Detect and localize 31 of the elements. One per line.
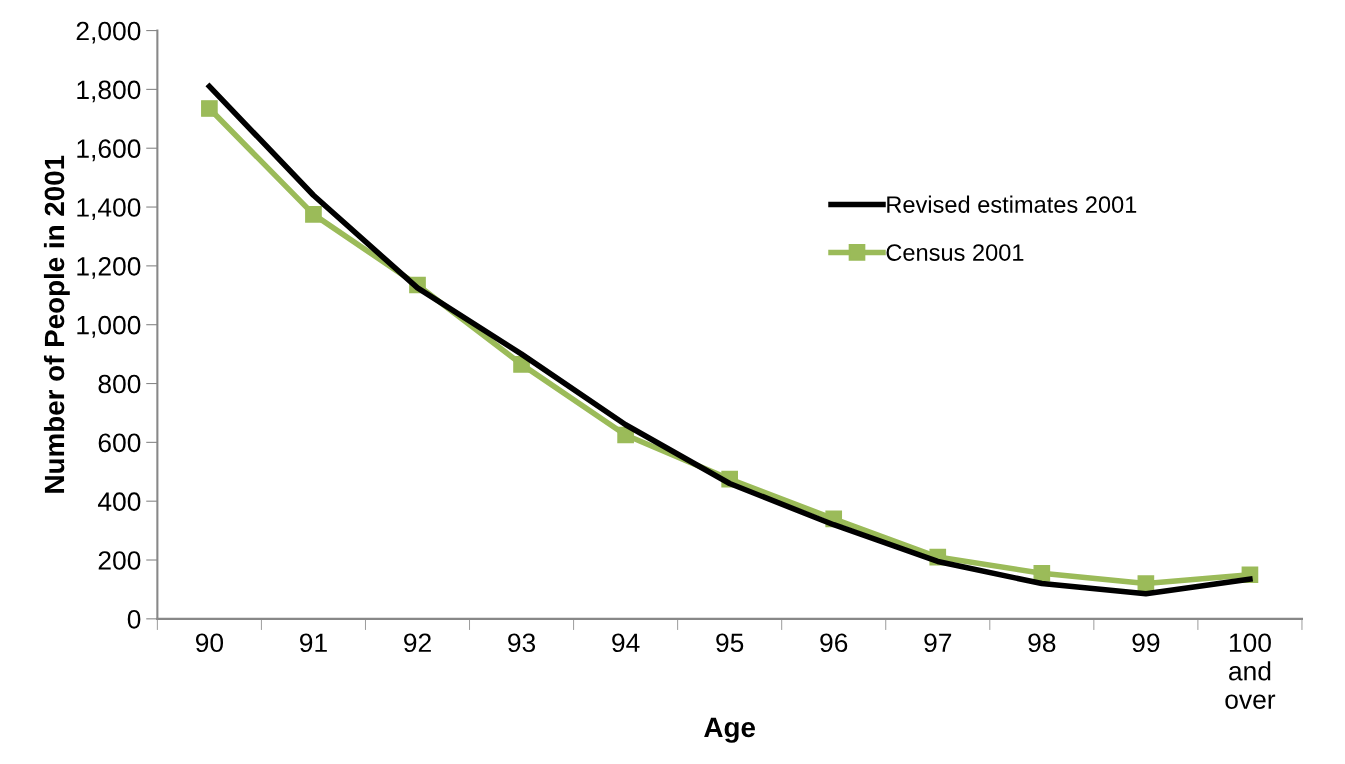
x-tick-label: 95 [716,633,744,653]
y-tick-label: 1,800 [77,80,141,103]
y-tick-label: 1,400 [77,198,141,220]
x-tick-label: 93 [508,633,536,653]
legend-label: Census 2001 [886,244,1024,261]
x-tick-label: 91 [300,633,327,653]
y-tick-label: 1,200 [77,257,141,279]
x-tick-label: 98 [1028,633,1056,653]
x-tick-label: 90 [195,633,224,653]
x-axis-title: Age [704,717,755,743]
x-tick-label: 97 [924,633,952,653]
y-tick-label: 0 [127,609,141,629]
y-tick-label: 400 [97,492,141,512]
x-tick-label: 92 [404,633,431,653]
point [201,100,218,117]
point [305,206,322,223]
point [1137,575,1155,592]
x-tick-label: 94 [612,633,640,653]
y-tick-label: 200 [98,551,141,570]
y-axis-title: Number of People in 2001 [43,155,70,493]
y-tick-label: 1,600 [77,139,141,162]
x-tick-label: 100 and over [1225,633,1276,709]
legend-label: Revised estimates 2001 [887,195,1137,213]
y-tick-label: 1,000 [77,315,141,338]
x-tick-label: 99 [1132,633,1160,653]
y-tick-label: 2,000 [76,21,141,44]
y-tick-label: 800 [98,374,141,394]
y-tick-label: 600 [98,433,141,453]
point [513,356,530,373]
x-tick-label: 96 [820,633,848,653]
point [1033,564,1051,582]
